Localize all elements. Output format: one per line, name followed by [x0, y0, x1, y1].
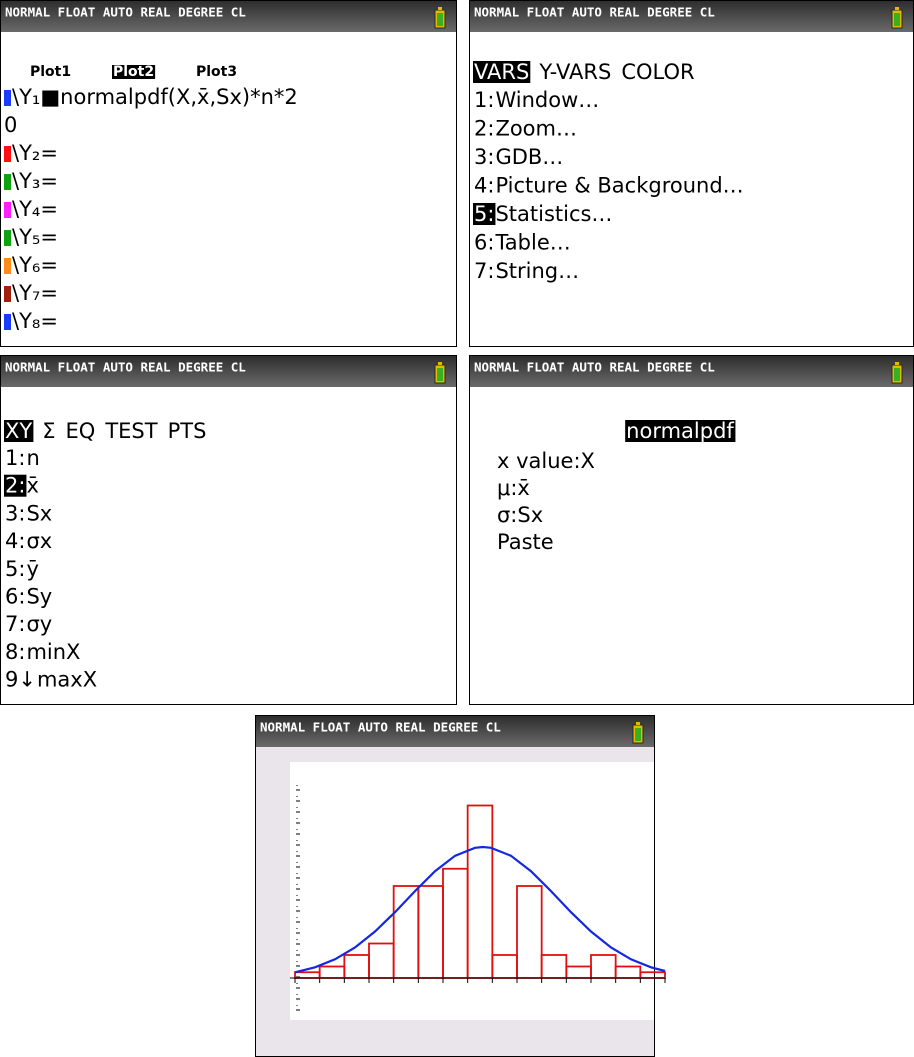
menu-item: Statistics…	[495, 202, 612, 226]
menu-key: 5:	[5, 557, 25, 581]
menu-key: 7:	[474, 259, 494, 283]
y-var-line: \Y₄=	[12, 197, 58, 221]
color-square	[4, 146, 11, 162]
menu-key: 2:	[474, 117, 494, 141]
graph-window	[290, 762, 665, 1020]
y-var-line: \Y₈=	[12, 309, 58, 333]
color-square	[4, 174, 11, 190]
battery-tip	[895, 7, 899, 10]
battery-level	[437, 368, 443, 381]
menu-item: Sx	[26, 501, 52, 525]
menu-item: Table…	[494, 231, 570, 255]
menu-key: 6:	[474, 231, 494, 255]
battery-level	[894, 368, 900, 381]
menu-key: 4:	[474, 174, 494, 198]
y-var-line: \Y₃=	[12, 169, 58, 193]
plot-toggle: Plot1	[30, 64, 71, 80]
wizard-title: normalpdf	[626, 419, 734, 443]
wizard-field: σ:Sx	[497, 503, 543, 527]
page: {"status_bar": "NORMAL FLOAT AUTO REAL D…	[0, 0, 914, 1057]
menu-item: Picture & Background…	[495, 174, 743, 198]
menu-key: 7:	[5, 612, 25, 636]
plot-toggle: Plot3	[196, 64, 237, 80]
color-square	[4, 314, 11, 330]
menu-item: maxX	[37, 668, 97, 692]
status-text: NORMAL FLOAT AUTO REAL DEGREE CL	[474, 360, 715, 375]
menu-tab: Σ	[42, 419, 55, 443]
menu-item: ȳ	[26, 557, 38, 581]
color-square	[4, 258, 11, 274]
menu-tab: COLOR	[621, 60, 694, 84]
screen-frame	[1, 1, 457, 347]
menu-item: Sy	[26, 585, 52, 609]
menu-key: 1:	[5, 446, 25, 470]
battery-tip	[438, 7, 442, 10]
menu-key: 8:	[5, 640, 25, 664]
menu-key: 9↓	[5, 668, 36, 692]
color-square	[4, 230, 11, 246]
wizard-field: Paste	[497, 530, 554, 554]
menu-item: Window…	[495, 88, 599, 112]
battery-level	[437, 13, 443, 26]
y-var-line: \Y₆=	[12, 253, 58, 277]
status-text: NORMAL FLOAT AUTO REAL DEGREE CL	[474, 5, 715, 20]
battery-level	[635, 728, 641, 741]
y-var-line: 0	[4, 113, 17, 137]
menu-item: String…	[495, 259, 579, 283]
battery-level	[894, 13, 900, 26]
menu-item: GDB…	[495, 145, 563, 169]
menu-key: 6:	[5, 585, 25, 609]
color-square	[4, 202, 11, 218]
status-text: NORMAL FLOAT AUTO REAL DEGREE CL	[5, 5, 246, 20]
screenshot: NORMAL FLOAT AUTO REAL DEGREE CL NORMAL F…	[0, 0, 914, 1057]
battery-tip	[895, 362, 899, 365]
color-square	[4, 90, 11, 106]
menu-item: σx	[26, 529, 52, 553]
y-var-line: \Y₂=	[12, 141, 58, 165]
menu-tab: TEST	[104, 419, 157, 443]
wizard-field: x value:X	[497, 449, 595, 473]
menu-tab: VARS	[474, 60, 529, 84]
menu-key: 5:	[474, 202, 494, 226]
menu-tab: XY	[5, 419, 32, 443]
menu-item: Zoom…	[495, 117, 577, 141]
status-text: NORMAL FLOAT AUTO REAL DEGREE CL	[5, 360, 246, 375]
menu-item: x̄	[26, 474, 38, 498]
menu-item: minX	[26, 640, 80, 664]
y-var-line: \Y₅=	[12, 225, 58, 249]
menu-tab: PTS	[168, 419, 207, 443]
menu-item: n	[26, 446, 39, 470]
plot-toggle: Plot2	[113, 64, 154, 80]
wizard-field: μ:x̄	[497, 476, 530, 500]
status-text: NORMAL FLOAT AUTO REAL DEGREE CL	[260, 720, 501, 735]
menu-key: 3:	[5, 501, 25, 525]
battery-tip	[438, 362, 442, 365]
menu-key: 3:	[474, 145, 494, 169]
menu-key: 1:	[474, 88, 494, 112]
menu-key: 4:	[5, 529, 25, 553]
y-var-line: \Y₁■normalpdf(X,x̄,Sx)*n*2	[12, 85, 298, 109]
y-var-line: \Y₇=	[12, 281, 58, 305]
battery-tip	[636, 722, 640, 725]
menu-item: σy	[26, 612, 52, 636]
color-square	[4, 286, 11, 302]
menu-tab: Y-VARS	[538, 60, 611, 84]
menu-key: 2:	[5, 474, 25, 498]
menu-tab: EQ	[66, 419, 96, 443]
